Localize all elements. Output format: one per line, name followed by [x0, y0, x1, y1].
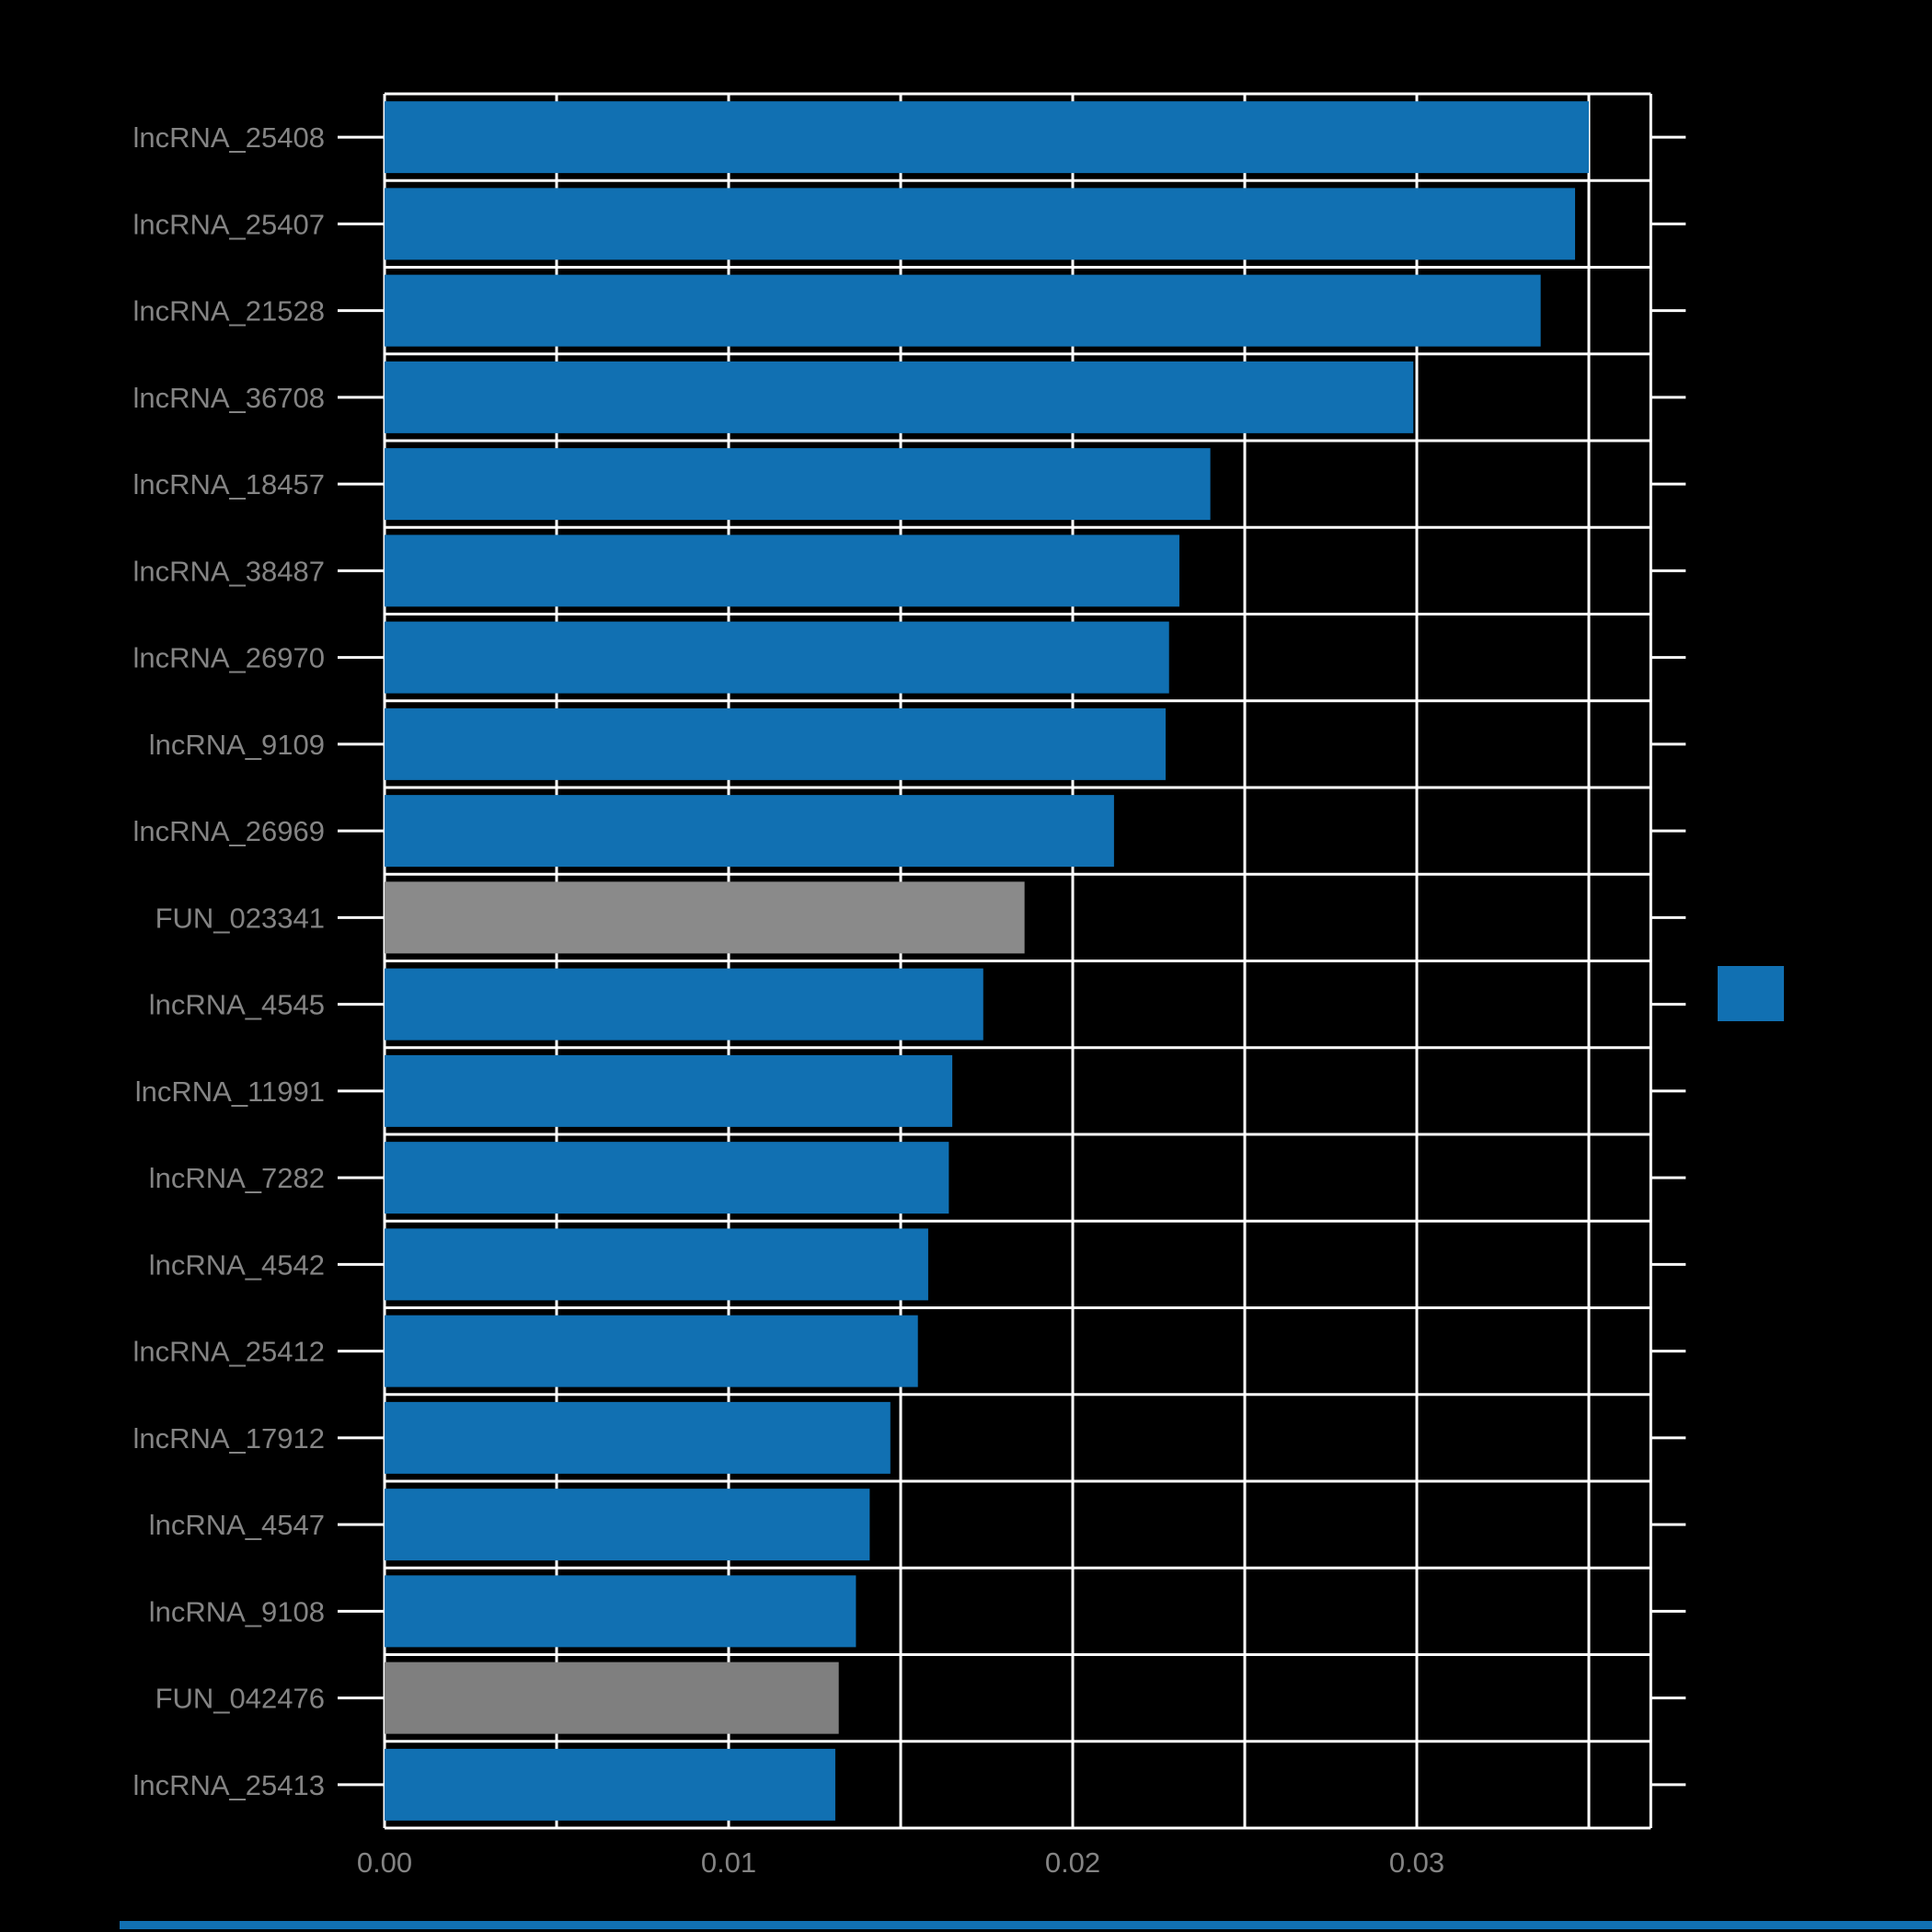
- bar: [385, 535, 1179, 607]
- bar: [385, 101, 1589, 174]
- bar: [385, 1575, 857, 1648]
- y-axis-label: FUN_042476: [155, 1683, 325, 1715]
- bar: [385, 274, 1541, 347]
- y-axis-label: lncRNA_9109: [149, 729, 325, 761]
- bar: [385, 361, 1414, 433]
- y-axis-label: lncRNA_25412: [132, 1336, 325, 1368]
- y-axis-label: lncRNA_25413: [132, 1769, 325, 1801]
- bar: [385, 448, 1211, 521]
- y-axis-label: lncRNA_11991: [135, 1075, 325, 1108]
- bottom-strip: [120, 1921, 1932, 1929]
- bar: [385, 795, 1114, 868]
- x-axis-tick-label: 0.01: [701, 1846, 756, 1879]
- bar: [385, 1401, 891, 1474]
- x-axis-tick-label: 0.00: [357, 1846, 412, 1879]
- y-axis-label: lncRNA_18457: [132, 468, 325, 500]
- y-axis-label: lncRNA_4545: [149, 989, 325, 1021]
- bar: [385, 1315, 918, 1387]
- y-axis-label: FUN_023341: [155, 902, 325, 934]
- bar: [385, 1142, 949, 1214]
- x-axis-tick-label: 0.02: [1045, 1846, 1100, 1879]
- bar: [385, 1748, 835, 1821]
- y-axis-label: lncRNA_26970: [132, 642, 325, 674]
- y-axis-label: lncRNA_38487: [132, 555, 325, 587]
- bar: [385, 1662, 839, 1734]
- y-axis-label: lncRNA_36708: [132, 382, 325, 414]
- y-axis-label: lncRNA_4542: [149, 1248, 325, 1281]
- y-axis-label: lncRNA_17912: [132, 1422, 325, 1455]
- y-axis-label: lncRNA_25408: [132, 121, 325, 154]
- bar: [385, 881, 1025, 954]
- bar: [385, 1489, 870, 1561]
- y-axis-label: lncRNA_4547: [149, 1509, 325, 1541]
- y-axis-label: lncRNA_25407: [132, 208, 325, 240]
- legend-swatch: [1718, 966, 1784, 1021]
- x-axis-tick-label: 0.03: [1389, 1846, 1444, 1879]
- y-axis-label: lncRNA_21528: [132, 295, 325, 328]
- bar: [385, 968, 983, 1041]
- y-axis-label: lncRNA_9108: [149, 1595, 325, 1627]
- y-axis-label: lncRNA_7282: [149, 1162, 325, 1194]
- bar: [385, 188, 1576, 260]
- bar: [385, 1054, 953, 1127]
- y-axis-label: lncRNA_26969: [132, 815, 325, 847]
- bar: [385, 1228, 928, 1301]
- bar: [385, 621, 1169, 694]
- bar: [385, 707, 1166, 780]
